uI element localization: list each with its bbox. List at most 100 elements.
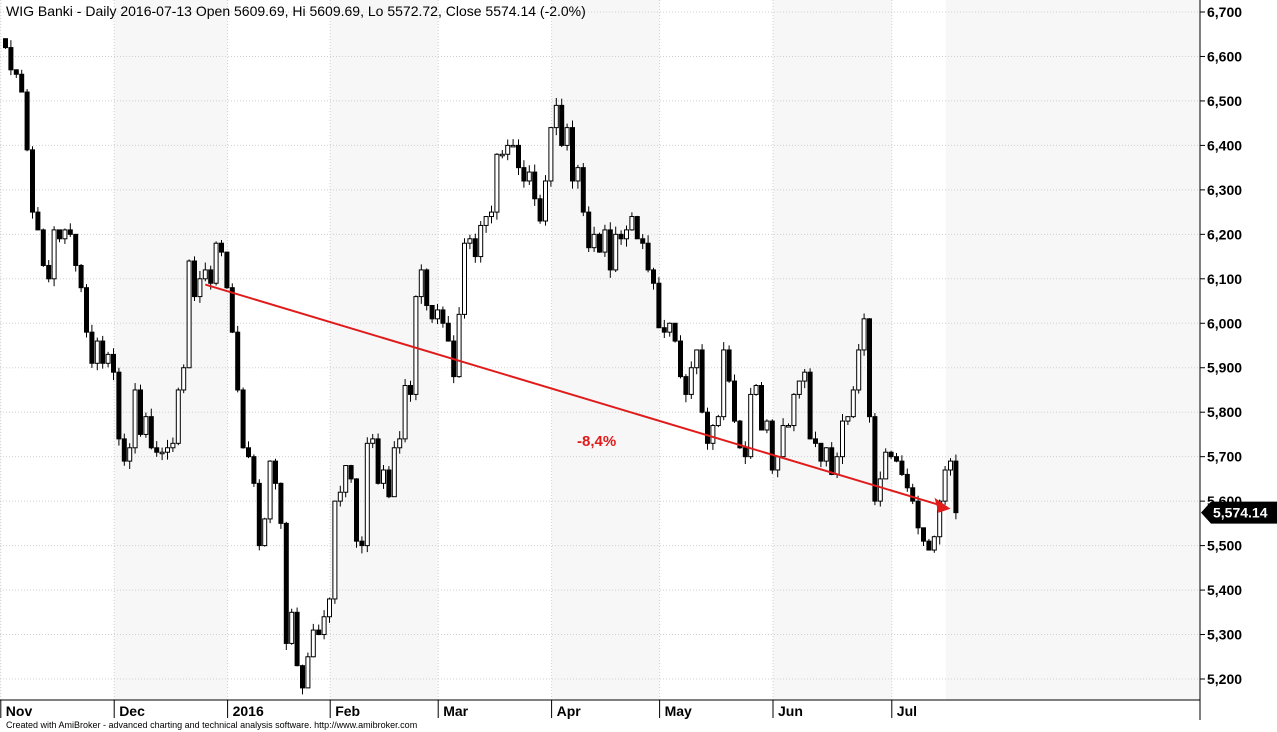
candle-bullish — [175, 389, 181, 444]
candle-bearish — [818, 442, 824, 462]
candle-bearish — [251, 456, 257, 484]
candle-bearish — [742, 447, 748, 458]
candle-bullish — [132, 389, 138, 449]
y-tick-label: 6,500 — [1207, 93, 1242, 109]
candle-bearish — [440, 309, 446, 324]
candle-bullish — [796, 380, 802, 395]
x-tick-label: Dec — [119, 703, 145, 719]
candle-bullish — [143, 416, 149, 435]
candle-bullish — [332, 500, 338, 600]
trendline-group: -8,4% — [205, 283, 951, 513]
candle-bullish — [937, 500, 943, 538]
y-tick-label: 6,300 — [1207, 182, 1242, 198]
candle-bullish — [667, 322, 673, 333]
y-tick-label: 6,400 — [1207, 137, 1242, 153]
candle-bullish — [548, 127, 554, 182]
candle-bullish — [321, 616, 327, 636]
candle-bearish — [224, 251, 230, 289]
candle-bearish — [111, 353, 116, 373]
candle-bullish — [753, 385, 759, 395]
candle-bullish — [165, 447, 170, 453]
footer-credit: Created with AmiBroker - advanced charti… — [6, 720, 417, 730]
candle-bullish — [948, 460, 953, 471]
candle-bearish — [67, 229, 73, 235]
candle-bearish — [294, 611, 300, 667]
candle-bearish — [240, 389, 246, 449]
candle-bullish — [364, 442, 370, 547]
candle-bullish — [613, 233, 619, 271]
candle-bullish — [591, 233, 597, 249]
candle-bearish — [926, 540, 932, 551]
candle-bearish — [19, 73, 25, 93]
candle-bullish — [802, 371, 808, 382]
candle-bearish — [429, 304, 435, 320]
x-tick-label: Mar — [443, 703, 468, 719]
x-tick-label: Jul — [897, 703, 917, 719]
candle-bullish — [877, 478, 883, 502]
candle-bearish — [559, 104, 565, 146]
candle-bullish — [186, 260, 192, 369]
candle-bearish — [192, 260, 197, 298]
candle-bearish — [154, 447, 160, 453]
candle-bearish — [359, 540, 365, 547]
candle-bullish — [624, 229, 629, 240]
candle-bearish — [732, 380, 737, 422]
candle-bearish — [256, 482, 262, 547]
candle-bullish — [478, 224, 484, 258]
candle-bullish — [861, 318, 867, 351]
x-tick-label: 2016 — [233, 703, 264, 719]
candle-bullish — [602, 229, 608, 253]
candle-bullish — [402, 385, 408, 440]
candle-bearish — [375, 438, 381, 484]
candle-bearish — [246, 447, 251, 458]
candle-bearish — [580, 167, 586, 213]
candle-bearish — [607, 229, 613, 271]
candle-bullish — [213, 242, 219, 284]
candle-bullish — [564, 127, 570, 146]
candle-bullish — [413, 296, 419, 395]
y-axis: 5,2005,3005,4005,5005,6005,7005,8005,900… — [1200, 4, 1277, 687]
candle-bullish — [62, 229, 68, 240]
y-tick-label: 5,900 — [1207, 360, 1242, 376]
candle-bearish — [537, 198, 543, 222]
candle-bearish — [408, 385, 413, 395]
last-value-label: 5,574.14 — [1213, 505, 1268, 521]
candle-bearish — [521, 167, 527, 182]
candle-bearish — [445, 322, 451, 342]
candle-bearish — [30, 149, 35, 213]
candle-bearish — [46, 264, 52, 280]
candle-bearish — [8, 47, 14, 71]
candle-bullish — [748, 393, 754, 458]
candle-bearish — [73, 233, 79, 266]
y-tick-label: 5,800 — [1207, 404, 1242, 420]
candle-bearish — [672, 322, 678, 342]
y-tick-label: 5,500 — [1207, 538, 1242, 554]
candle-bearish — [386, 469, 392, 498]
candle-bearish — [472, 238, 478, 258]
candle-bearish — [699, 349, 705, 413]
trendline — [205, 283, 939, 506]
trend-percent-label: -8,4% — [577, 433, 616, 450]
y-tick-label: 6,000 — [1207, 315, 1242, 331]
candle-bullish — [105, 353, 111, 364]
candle-bullish — [494, 153, 500, 213]
candle-bullish — [721, 349, 727, 418]
candle-bearish — [208, 269, 214, 284]
x-tick-label: Nov — [6, 703, 33, 719]
candle-bullish — [456, 313, 462, 378]
candle-bearish — [78, 264, 84, 289]
candle-bullish — [197, 278, 203, 298]
candle-bearish — [300, 665, 305, 689]
candle-bearish — [661, 327, 667, 333]
candle-bearish — [651, 269, 656, 284]
month-bands — [0, 0, 1200, 700]
candle-bullish — [343, 465, 349, 493]
candle-bearish — [100, 340, 106, 364]
candle-bullish — [543, 180, 548, 222]
candle-bullish — [337, 491, 343, 502]
y-tick-label: 6,200 — [1207, 226, 1242, 242]
candle-bullish — [694, 349, 700, 369]
candle-bearish — [40, 229, 46, 266]
candle-bearish — [915, 500, 921, 529]
